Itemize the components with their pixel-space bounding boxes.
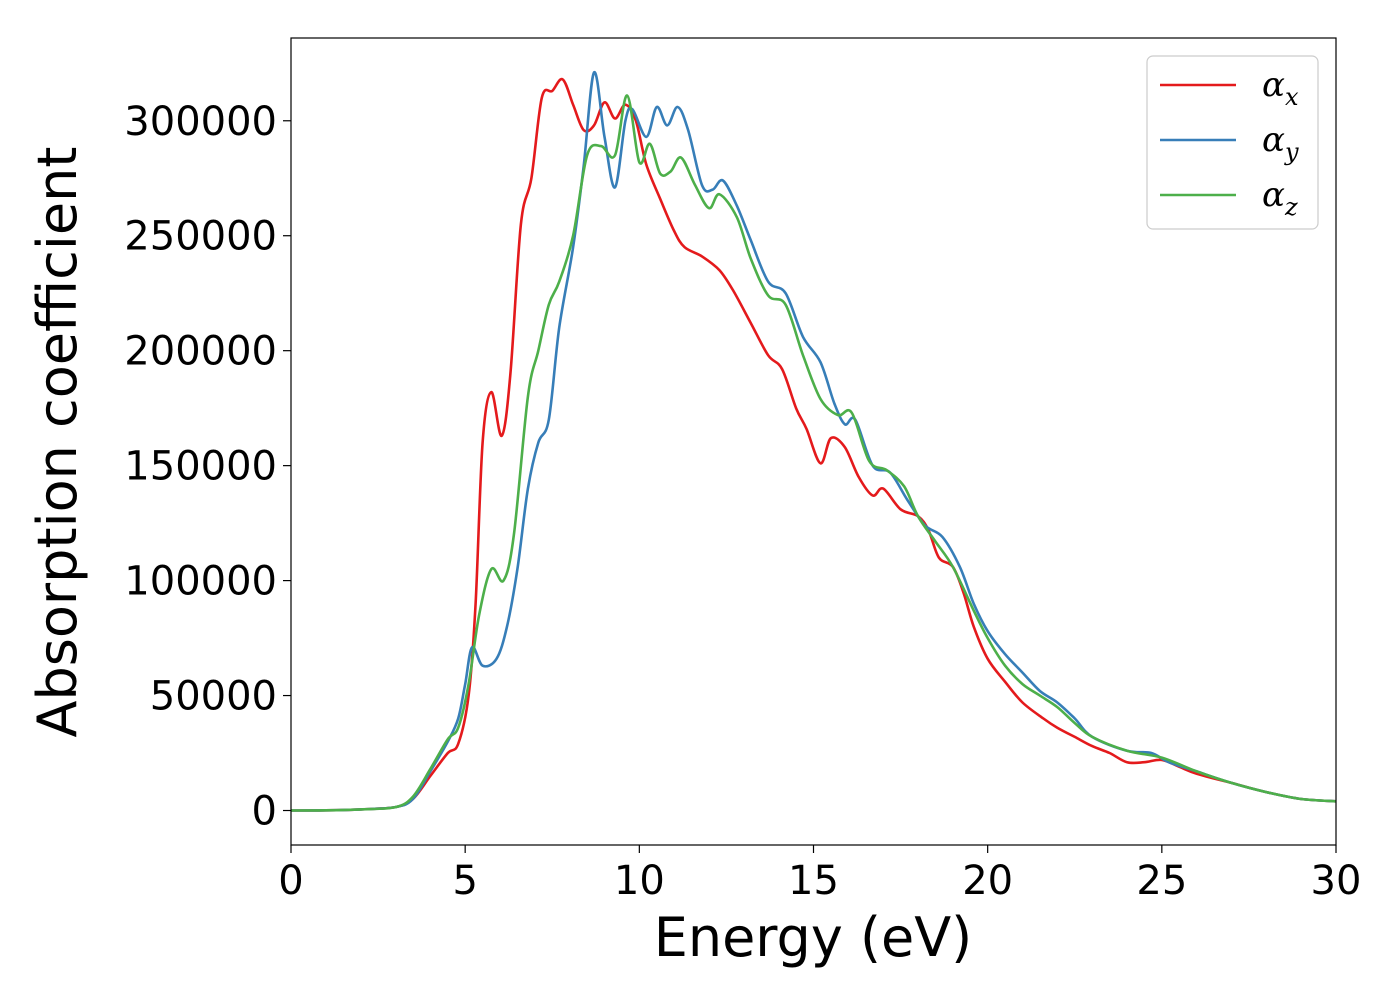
series-line-z [290,94,1337,812]
series-line-y [290,71,1337,812]
y-tick-label: 200000 [124,329,277,375]
y-tick-label: 250000 [124,214,277,260]
y-tick-label: 150000 [124,444,277,490]
y-tick-label: 100000 [124,559,277,605]
x-axis: 0 5 10 15 20 25 30 [278,845,1361,904]
y-tick-label: 300000 [124,99,277,145]
x-tick-label: 25 [1136,858,1187,904]
series-line-x [290,77,1337,812]
legend-label-z: αz [1262,175,1298,221]
y-tick-label: 0 [252,789,277,835]
y-tick-label: 50000 [150,674,277,720]
y-axis-title: Absorption coefficient [26,147,89,738]
legend-box [1146,55,1319,230]
series-layer [290,71,1337,812]
x-tick-label: 0 [278,858,303,904]
x-tick-label: 20 [962,858,1013,904]
x-axis-title: Energy (eV) [654,906,973,969]
x-tick-label: 15 [788,858,839,904]
x-tick-label: 30 [1311,858,1362,904]
x-tick-label: 5 [452,858,477,904]
y-axis: 0 50000 100000 150000 200000 250000 300000 [124,99,291,835]
x-tick-label: 10 [614,858,665,904]
